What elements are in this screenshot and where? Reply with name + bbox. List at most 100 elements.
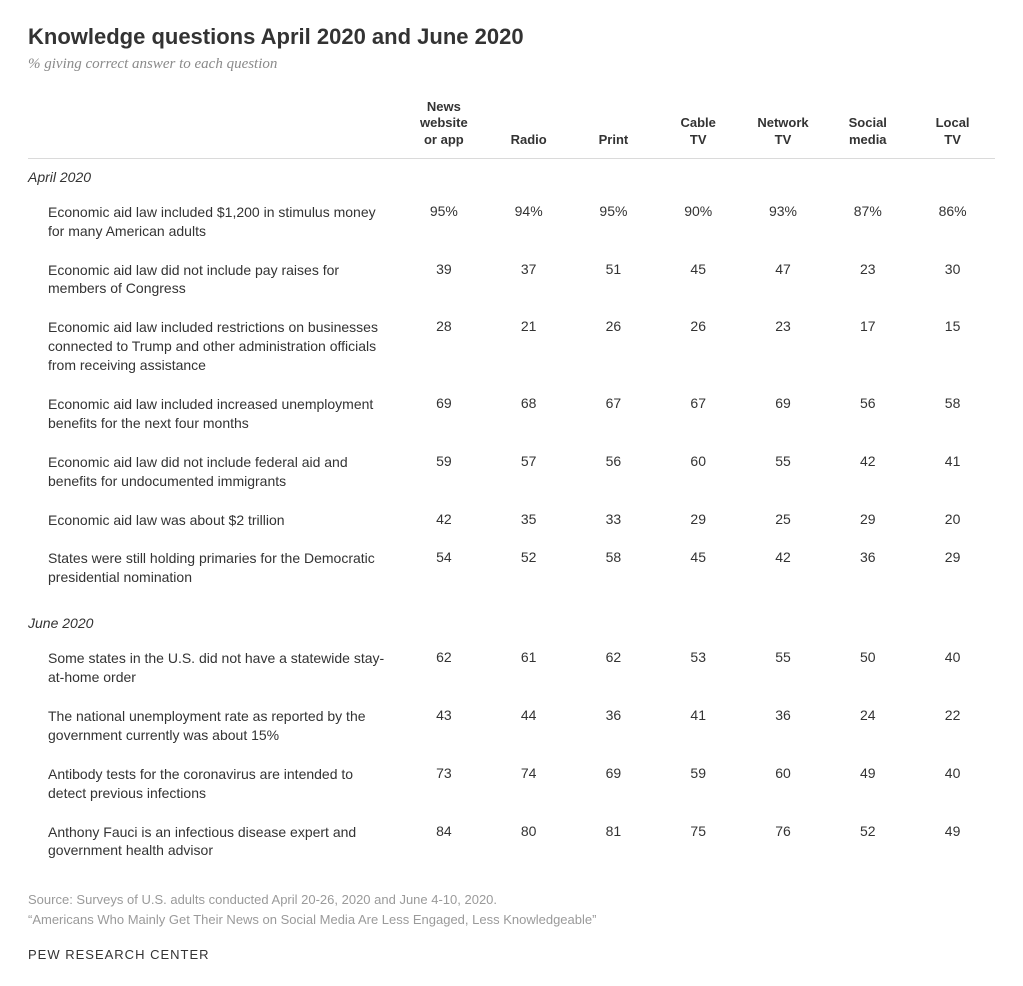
cell-value: 15 <box>910 308 995 385</box>
cell-value: 55 <box>741 443 826 501</box>
row-label: Antibody tests for the coronavirus are i… <box>28 755 401 813</box>
cell-value: 52 <box>825 813 910 871</box>
cell-value: 37 <box>486 251 571 309</box>
cell-value: 26 <box>571 308 656 385</box>
header-blank <box>28 91 401 158</box>
cell-value: 42 <box>741 539 826 597</box>
cell-value: 62 <box>401 639 486 697</box>
row-label: Economic aid law did not include federal… <box>28 443 401 501</box>
column-header: LocalTV <box>910 91 995 158</box>
source-line-2: “Americans Who Mainly Get Their News on … <box>28 912 596 927</box>
cell-value: 49 <box>825 755 910 813</box>
cell-value: 58 <box>571 539 656 597</box>
cell-value: 29 <box>825 501 910 540</box>
footer-logo: PEW RESEARCH CENTER <box>28 947 995 962</box>
cell-value: 44 <box>486 697 571 755</box>
cell-value: 40 <box>910 639 995 697</box>
cell-value: 35 <box>486 501 571 540</box>
cell-value: 69 <box>741 385 826 443</box>
cell-value: 69 <box>401 385 486 443</box>
cell-value: 42 <box>825 443 910 501</box>
data-table: Newswebsiteor app Radio Print CableTV Ne… <box>28 91 995 870</box>
cell-value: 36 <box>741 697 826 755</box>
cell-value: 94% <box>486 193 571 251</box>
cell-value: 28 <box>401 308 486 385</box>
cell-value: 29 <box>656 501 741 540</box>
cell-value: 20 <box>910 501 995 540</box>
cell-value: 75 <box>656 813 741 871</box>
section-label-row: April 2020 <box>28 158 995 193</box>
cell-value: 56 <box>825 385 910 443</box>
column-header: Print <box>571 91 656 158</box>
cell-value: 53 <box>656 639 741 697</box>
table-row: Economic aid law was about $2 trillion42… <box>28 501 995 540</box>
cell-value: 43 <box>401 697 486 755</box>
cell-value: 67 <box>656 385 741 443</box>
cell-value: 41 <box>910 443 995 501</box>
cell-value: 95% <box>571 193 656 251</box>
cell-value: 56 <box>571 443 656 501</box>
section-label-row: June 2020 <box>28 597 995 639</box>
cell-value: 54 <box>401 539 486 597</box>
page-title: Knowledge questions April 2020 and June … <box>28 24 995 50</box>
source-note: Source: Surveys of U.S. adults conducted… <box>28 890 995 929</box>
table-row: Economic aid law did not include federal… <box>28 443 995 501</box>
cell-value: 41 <box>656 697 741 755</box>
cell-value: 57 <box>486 443 571 501</box>
cell-value: 84 <box>401 813 486 871</box>
row-label: Economic aid law included increased unem… <box>28 385 401 443</box>
table-row: States were still holding primaries for … <box>28 539 995 597</box>
cell-value: 90% <box>656 193 741 251</box>
cell-value: 60 <box>741 755 826 813</box>
cell-value: 23 <box>825 251 910 309</box>
cell-value: 17 <box>825 308 910 385</box>
table-row: Economic aid law included restrictions o… <box>28 308 995 385</box>
cell-value: 74 <box>486 755 571 813</box>
row-label: The national unemployment rate as report… <box>28 697 401 755</box>
cell-value: 80 <box>486 813 571 871</box>
row-label: Anthony Fauci is an infectious disease e… <box>28 813 401 871</box>
table-row: Economic aid law included $1,200 in stim… <box>28 193 995 251</box>
cell-value: 45 <box>656 251 741 309</box>
cell-value: 24 <box>825 697 910 755</box>
cell-value: 86% <box>910 193 995 251</box>
cell-value: 36 <box>825 539 910 597</box>
cell-value: 36 <box>571 697 656 755</box>
cell-value: 59 <box>401 443 486 501</box>
column-header: Socialmedia <box>825 91 910 158</box>
cell-value: 69 <box>571 755 656 813</box>
cell-value: 49 <box>910 813 995 871</box>
column-header: NetworkTV <box>741 91 826 158</box>
cell-value: 29 <box>910 539 995 597</box>
cell-value: 51 <box>571 251 656 309</box>
row-label: Economic aid law included restrictions o… <box>28 308 401 385</box>
cell-value: 58 <box>910 385 995 443</box>
cell-value: 52 <box>486 539 571 597</box>
section-label: June 2020 <box>28 597 995 639</box>
column-header: Newswebsiteor app <box>401 91 486 158</box>
cell-value: 25 <box>741 501 826 540</box>
row-label: Some states in the U.S. did not have a s… <box>28 639 401 697</box>
cell-value: 81 <box>571 813 656 871</box>
cell-value: 50 <box>825 639 910 697</box>
page-subtitle: % giving correct answer to each question <box>28 56 995 73</box>
cell-value: 33 <box>571 501 656 540</box>
cell-value: 47 <box>741 251 826 309</box>
table-header-row: Newswebsiteor app Radio Print CableTV Ne… <box>28 91 995 158</box>
table-row: Some states in the U.S. did not have a s… <box>28 639 995 697</box>
section-label: April 2020 <box>28 158 995 193</box>
cell-value: 42 <box>401 501 486 540</box>
cell-value: 62 <box>571 639 656 697</box>
table-row: Economic aid law included increased unem… <box>28 385 995 443</box>
cell-value: 87% <box>825 193 910 251</box>
row-label: Economic aid law did not include pay rai… <box>28 251 401 309</box>
cell-value: 76 <box>741 813 826 871</box>
cell-value: 21 <box>486 308 571 385</box>
cell-value: 61 <box>486 639 571 697</box>
table-row: Antibody tests for the coronavirus are i… <box>28 755 995 813</box>
cell-value: 40 <box>910 755 995 813</box>
cell-value: 60 <box>656 443 741 501</box>
column-header: Radio <box>486 91 571 158</box>
table-row: Economic aid law did not include pay rai… <box>28 251 995 309</box>
cell-value: 22 <box>910 697 995 755</box>
